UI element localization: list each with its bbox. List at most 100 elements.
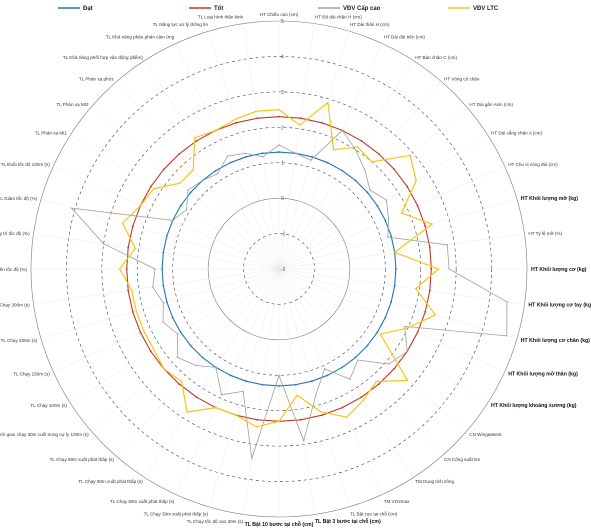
axis-label: HT Dài gân Asin (cm) bbox=[469, 102, 513, 107]
axis-spoke bbox=[144, 60, 280, 270]
data-point bbox=[142, 330, 145, 332]
data-point bbox=[149, 185, 152, 188]
data-point bbox=[278, 374, 280, 376]
data-point bbox=[341, 169, 344, 172]
data-point bbox=[229, 374, 232, 377]
axis-spoke bbox=[33, 233, 280, 270]
axis-spoke bbox=[278, 268, 350, 508]
data-point bbox=[406, 350, 408, 353]
axis-label: HT Độ dài chân H (cm) bbox=[315, 14, 362, 19]
tick-label: 4 bbox=[281, 54, 284, 60]
data-point bbox=[311, 380, 313, 383]
data-point bbox=[400, 212, 403, 214]
data-point bbox=[326, 374, 329, 377]
axis-label: HT Khối lượng khoáng xương (kg) bbox=[491, 402, 577, 409]
data-point bbox=[176, 333, 179, 335]
data-point bbox=[131, 311, 134, 313]
axis-spoke bbox=[278, 268, 488, 404]
data-point bbox=[354, 149, 357, 151]
data-point bbox=[424, 311, 427, 313]
data-point bbox=[251, 457, 253, 460]
data-point bbox=[375, 380, 378, 383]
data-point bbox=[360, 139, 363, 142]
axis-spoke bbox=[175, 268, 280, 495]
data-point bbox=[384, 316, 387, 319]
axis-label: HT Bàn chân C (cm) bbox=[415, 55, 457, 60]
axis-label: TL Chạy 200m (s) bbox=[1, 338, 38, 343]
series-layer bbox=[70, 101, 508, 460]
axis-spoke bbox=[278, 268, 525, 305]
axis-label: HT Khối lượng cơ chân (kg) bbox=[521, 337, 590, 344]
data-point bbox=[165, 235, 168, 237]
data-point bbox=[217, 172, 219, 175]
axis-spoke bbox=[278, 134, 488, 270]
axis-labels: HT Chiều cao (cm) HT Độ dài chân H (cm) HT… bbox=[0, 12, 591, 528]
axis-label: HT Tỷ lệ mỡ (%) bbox=[528, 230, 562, 236]
data-point bbox=[416, 331, 419, 334]
data-point bbox=[506, 335, 508, 337]
data-point bbox=[139, 205, 142, 207]
data-point bbox=[320, 411, 322, 413]
data-point bbox=[393, 284, 396, 287]
data-point bbox=[152, 286, 154, 288]
data-point bbox=[102, 243, 105, 245]
data-point bbox=[393, 168, 396, 171]
data-point bbox=[127, 246, 130, 249]
data-point bbox=[362, 399, 364, 401]
data-point bbox=[162, 168, 165, 171]
axis-spoke bbox=[278, 268, 518, 340]
data-point bbox=[321, 414, 323, 417]
data-point bbox=[431, 223, 433, 225]
data-point bbox=[171, 219, 174, 222]
data-point bbox=[506, 301, 508, 303]
data-point bbox=[162, 302, 165, 304]
legend-label-1: Đạt bbox=[83, 6, 93, 12]
axis-spoke bbox=[278, 198, 518, 270]
data-point bbox=[357, 359, 359, 361]
data-point bbox=[220, 393, 223, 396]
axis-label: TL Bật 10 bước tại chỗ (cm) bbox=[245, 521, 314, 528]
axis-label: TL Duy trì tốc độ (%) bbox=[0, 231, 30, 236]
axis-spoke bbox=[116, 268, 280, 457]
axis-spoke bbox=[278, 30, 350, 270]
axis-label: HT Chu vi vòng đùi (cm) bbox=[508, 162, 558, 167]
tick-labels: -2 -1 0 1 2 3 4 5 bbox=[281, 19, 286, 273]
axis-label: TL Chạy 100m (s) bbox=[30, 403, 67, 408]
axis-spoke bbox=[278, 268, 505, 373]
legend: Đạt Tốt VĐV Cấp cao VĐV LTC bbox=[58, 5, 499, 12]
data-point bbox=[364, 169, 366, 171]
data-point bbox=[346, 416, 348, 418]
data-point bbox=[215, 366, 217, 369]
data-point bbox=[262, 156, 264, 158]
tick-label: 1 bbox=[281, 161, 284, 167]
data-point bbox=[406, 379, 409, 382]
axis-label: HT Vòng cổ chân bbox=[444, 75, 480, 81]
data-point bbox=[403, 325, 406, 328]
axis-spoke bbox=[144, 268, 280, 478]
axis-spoke bbox=[278, 268, 467, 432]
data-point bbox=[245, 155, 247, 158]
series-line-3 bbox=[71, 130, 508, 459]
axis-spoke bbox=[40, 198, 280, 270]
axis-label: TL Bật cao tại chỗ (cm) bbox=[350, 511, 398, 517]
axis-label: TL Thời gian chạy 30m cuối trong cự ly 1… bbox=[0, 432, 89, 437]
axis-label: HT Khối lượng cơ (kg) bbox=[531, 266, 587, 273]
axis-spoke bbox=[91, 106, 280, 270]
data-point bbox=[131, 289, 133, 291]
data-point bbox=[385, 199, 387, 201]
data-point bbox=[394, 251, 396, 254]
data-point bbox=[118, 268, 121, 270]
data-point bbox=[395, 268, 397, 270]
axis-spoke bbox=[278, 60, 414, 270]
data-point bbox=[195, 139, 198, 142]
data-point bbox=[162, 284, 165, 287]
data-point bbox=[214, 169, 217, 172]
data-point bbox=[448, 268, 450, 270]
data-point bbox=[294, 152, 297, 154]
data-point bbox=[194, 137, 196, 139]
axis-spoke bbox=[278, 268, 442, 457]
data-point bbox=[201, 356, 204, 359]
tick-label: 5 bbox=[281, 19, 284, 25]
data-point bbox=[162, 321, 164, 323]
data-point bbox=[153, 187, 155, 190]
